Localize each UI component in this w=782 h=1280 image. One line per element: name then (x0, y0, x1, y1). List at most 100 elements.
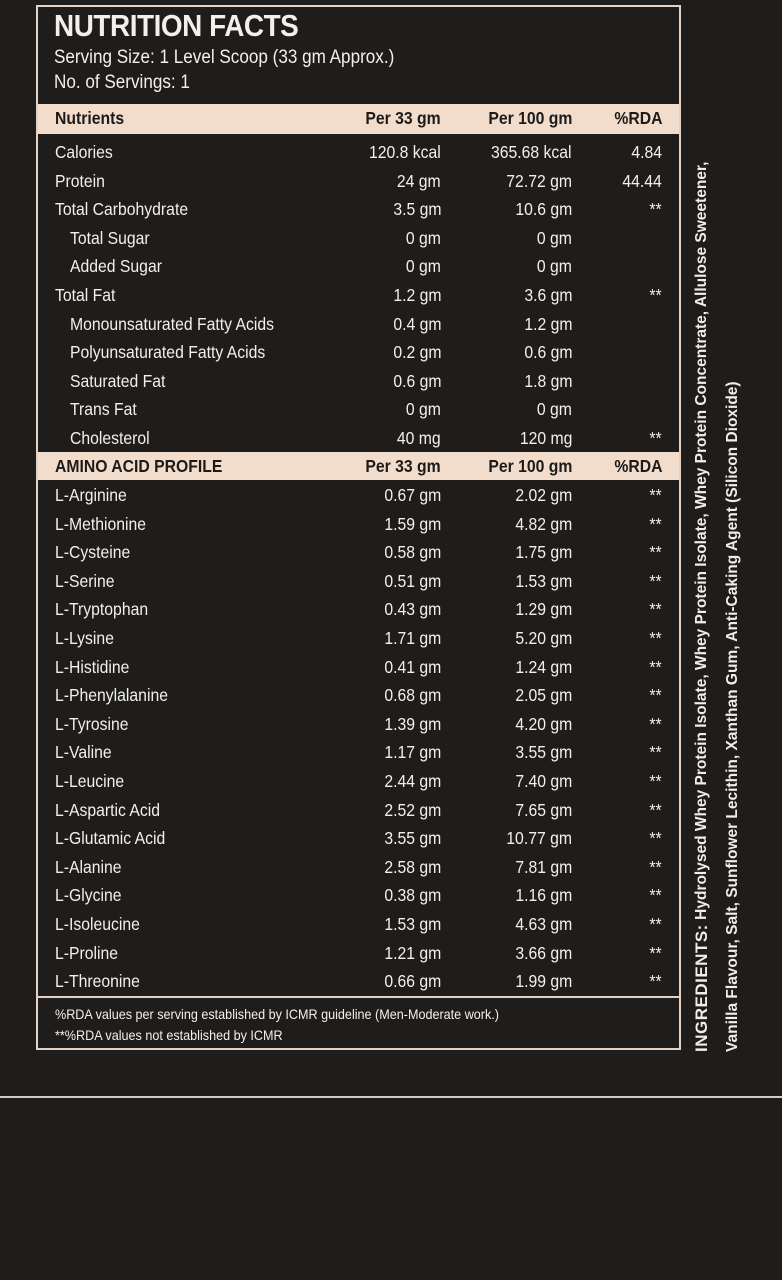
table-row: Protein 24 gm 72.72 gm 44.44 (38, 167, 679, 195)
nutrient-name: L-Arginine (55, 485, 127, 505)
panel-title: NUTRITION FACTS (54, 8, 299, 43)
serving-size: Serving Size: 1 Level Scoop (33 gm Appro… (54, 47, 395, 68)
rda-value: ** (649, 942, 662, 963)
nutrient-name: L-Serine (55, 570, 115, 591)
per-100gm-value: 0 gm (536, 399, 572, 420)
per-33gm-value: 2.52 gm (384, 799, 441, 820)
rda-value: ** (649, 628, 662, 648)
table-row: Trans Fat 0 gm 0 gm (38, 395, 679, 423)
rda-value: ** (649, 542, 662, 563)
per-100gm-value: 7.65 gm (515, 799, 572, 820)
per-100gm-value: 1.99 gm (515, 971, 572, 992)
table-row: L-Isoleucine 1.53 gm 4.63 gm ** (38, 910, 679, 938)
per-100gm-value: 3.66 gm (515, 942, 572, 963)
per-100gm-value: 2.02 gm (515, 485, 572, 505)
per-33gm-value: 24 gm (397, 170, 441, 191)
table-row: L-Cysteine 0.58 gm 1.75 gm ** (38, 538, 679, 566)
per-33gm-value: 0.38 gm (384, 885, 441, 906)
table-row: L-Threonine 0.66 gm 1.99 gm ** (38, 967, 679, 995)
table-row: Calories 120.8 kcal 365.68 kcal 4.84 (38, 138, 679, 166)
table-row: L-Arginine 0.67 gm 2.02 gm ** (38, 481, 679, 509)
header-nutrients: Nutrients (55, 108, 125, 128)
rda-value: ** (649, 513, 662, 534)
servings-count: No. of Servings: 1 (54, 72, 190, 93)
header-amino: AMINO ACID PROFILE (55, 456, 223, 476)
per-100gm-value: 120 mg (519, 428, 572, 448)
ingredients-line-2: Vanilla Flavour, Salt, Sunflower Lecithi… (724, 381, 741, 1052)
per-100gm-value: 1.2 gm (523, 313, 572, 334)
rda-value: ** (649, 799, 662, 820)
footnote-not-established: **%RDA values not established by ICMR (55, 1027, 283, 1043)
table-row: Monounsaturated Fatty Acids 0.4 gm 1.2 gm (38, 310, 679, 338)
per-33gm-value: 1.2 gm (392, 285, 441, 305)
table-row: L-Serine 0.51 gm 1.53 gm ** (38, 567, 679, 595)
rda-value: ** (649, 285, 662, 305)
rda-value: ** (649, 199, 662, 220)
header-per100: Per 100 gm (487, 456, 572, 476)
nutrient-name: Cholesterol (70, 428, 150, 448)
per-33gm-value: 0.67 gm (384, 485, 441, 505)
per-33gm-value: 1.71 gm (384, 628, 441, 648)
per-100gm-value: 3.55 gm (515, 742, 572, 763)
nutrient-name: L-Threonine (55, 971, 140, 992)
rda-value: ** (649, 885, 662, 906)
per-33gm-value: 0.2 gm (392, 342, 441, 363)
header-per33: Per 33 gm (365, 456, 441, 476)
footnote-divider (38, 996, 679, 998)
per-100gm-value: 5.20 gm (515, 628, 572, 648)
table-row: L-Leucine 2.44 gm 7.40 gm ** (38, 767, 679, 795)
rda-value: ** (649, 485, 662, 505)
per-100gm-value: 365.68 kcal (491, 142, 572, 162)
rda-value: ** (649, 685, 662, 706)
rda-value: ** (649, 713, 662, 734)
table-row: L-Phenylalanine 0.68 gm 2.05 gm ** (38, 681, 679, 709)
table-row: Polyunsaturated Fatty Acids 0.2 gm 0.6 gm (38, 338, 679, 366)
per-33gm-value: 1.17 gm (384, 742, 441, 763)
nutrient-name: L-Proline (55, 942, 119, 963)
table-row: L-Histidine 0.41 gm 1.24 gm ** (38, 653, 679, 681)
nutrient-name: Monounsaturated Fatty Acids (70, 313, 274, 334)
per-100gm-value: 4.63 gm (515, 914, 572, 934)
per-33gm-value: 3.55 gm (384, 828, 441, 849)
nutrient-name: Added Sugar (70, 256, 162, 277)
ingredients-line-1: INGREDIENTS: Hydrolysed Whey Protein Iso… (692, 60, 712, 1052)
per-100gm-value: 10.77 gm (506, 828, 572, 849)
per-100gm-value: 0 gm (536, 227, 572, 248)
rda-value: ** (649, 656, 662, 677)
per-100gm-value: 1.75 gm (515, 542, 572, 563)
nutrient-name: L-Tyrosine (55, 713, 129, 734)
per-33gm-value: 2.44 gm (384, 771, 441, 791)
per-33gm-value: 0.66 gm (384, 971, 441, 992)
rda-value: ** (649, 914, 662, 934)
nutrient-name: Total Carbohydrate (55, 199, 189, 220)
per-33gm-value: 0.58 gm (384, 542, 441, 563)
table-row: Saturated Fat 0.6 gm 1.8 gm (38, 367, 679, 395)
nutrient-name: L-Leucine (55, 771, 125, 791)
table-row: L-Tyrosine 1.39 gm 4.20 gm ** (38, 710, 679, 738)
per-33gm-value: 120.8 kcal (369, 142, 441, 162)
rda-value: 4.84 (631, 142, 662, 162)
table-row: Total Sugar 0 gm 0 gm (38, 224, 679, 252)
nutrient-name: L-Valine (55, 742, 112, 763)
rda-value: ** (649, 599, 662, 620)
per-33gm-value: 1.59 gm (384, 513, 441, 534)
nutrient-name: L-Lysine (55, 628, 114, 648)
amino-header: AMINO ACID PROFILE Per 33 gm Per 100 gm … (38, 452, 679, 480)
nutrient-name: Polyunsaturated Fatty Acids (70, 342, 266, 363)
per-100gm-value: 2.05 gm (515, 685, 572, 706)
table-row: L-Aspartic Acid 2.52 gm 7.65 gm ** (38, 796, 679, 824)
nutrient-name: L-Glycine (55, 885, 122, 906)
per-33gm-value: 2.58 gm (384, 856, 441, 877)
per-33gm-value: 40 mg (397, 428, 441, 448)
per-33gm-value: 0.4 gm (392, 313, 441, 334)
nutrient-name: L-Alanine (55, 856, 122, 877)
per-33gm-value: 0.6 gm (392, 370, 441, 391)
per-33gm-value: 1.21 gm (384, 942, 441, 963)
per-100gm-value: 1.8 gm (523, 370, 572, 391)
per-100gm-value: 72.72 gm (506, 170, 572, 191)
nutrition-facts-panel (36, 5, 681, 1050)
nutrient-name: L-Histidine (55, 656, 130, 677)
per-100gm-value: 0 gm (536, 256, 572, 277)
table-row: L-Glycine 0.38 gm 1.16 gm ** (38, 881, 679, 909)
nutrients-header: Nutrients Per 33 gm Per 100 gm %RDA (38, 104, 679, 134)
